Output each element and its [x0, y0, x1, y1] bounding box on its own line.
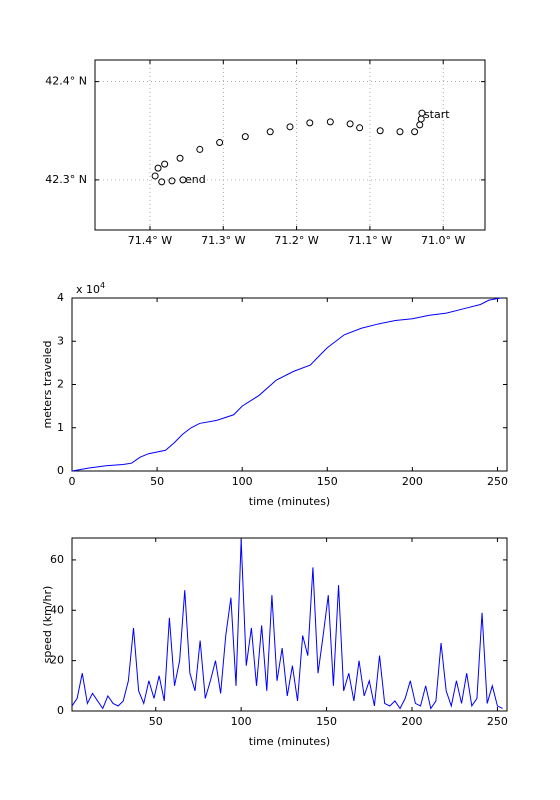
y-tick-label: 0 [57, 464, 64, 477]
y-tick-label: 42.4° N [45, 75, 87, 88]
track-point [306, 119, 314, 127]
multiplier-base: x 10 [76, 283, 100, 296]
y-multiplier: x 104 [76, 281, 105, 297]
y-tick-label: 42.3° N [45, 173, 87, 186]
track-point [168, 177, 176, 185]
x-tick-label: 0 [69, 475, 76, 488]
track-point [241, 133, 249, 141]
x-tick-label: 150 [317, 475, 338, 488]
y-tick-label: 60 [50, 553, 64, 566]
y-tick-label: 2 [57, 378, 64, 391]
track-point [396, 128, 404, 136]
x-tick-label: 71.1° W [348, 234, 392, 247]
x-tick-label: 250 [487, 475, 508, 488]
x-tick-label: 150 [316, 715, 337, 728]
y-axis-label: speed (km/hr) [41, 586, 54, 664]
track-point [356, 124, 364, 132]
y-tick-label: 0 [57, 704, 64, 717]
track-point [158, 178, 166, 186]
axes-frame [71, 537, 508, 712]
start-label: start [424, 108, 450, 121]
track-point [416, 121, 424, 129]
x-tick-label: 100 [231, 715, 252, 728]
axes-frame [71, 297, 508, 472]
track-point [179, 176, 187, 184]
data-line [71, 539, 503, 710]
x-tick-label: 250 [487, 715, 508, 728]
x-axis-label: time (minutes) [249, 735, 330, 748]
x-tick-label: 71.4° W [128, 234, 172, 247]
x-tick-label: 100 [232, 475, 253, 488]
x-tick-label: 50 [150, 475, 164, 488]
x-tick-label: 200 [402, 475, 423, 488]
y-tick-label: 20 [50, 654, 64, 667]
x-tick-label: 71.3° W [201, 234, 245, 247]
track-point [151, 172, 159, 180]
x-tick-label: 50 [149, 715, 163, 728]
y-axis-label: meters traveled [41, 341, 54, 429]
y-tick-label: 4 [57, 291, 64, 304]
track-point [161, 160, 169, 168]
multiplier-exponent: 4 [100, 281, 105, 290]
track-point [411, 128, 419, 136]
end-label: end [185, 173, 206, 186]
y-tick-label: 40 [50, 603, 64, 616]
track-point [326, 118, 334, 126]
track-point [216, 139, 224, 147]
y-tick-label: 1 [57, 421, 64, 434]
track-point [266, 128, 274, 136]
track-point [376, 127, 384, 135]
x-tick-label: 71.0° W [421, 234, 465, 247]
track-point [154, 164, 162, 172]
track-point [196, 145, 204, 153]
axes-frame [94, 59, 486, 231]
x-axis-label: time (minutes) [249, 495, 330, 508]
track-point [176, 154, 184, 162]
y-tick-label: 3 [57, 334, 64, 347]
track-point [346, 120, 354, 128]
x-tick-label: 200 [402, 715, 423, 728]
x-tick-label: 71.2° W [274, 234, 318, 247]
data-line [71, 297, 501, 472]
track-point [286, 123, 294, 131]
